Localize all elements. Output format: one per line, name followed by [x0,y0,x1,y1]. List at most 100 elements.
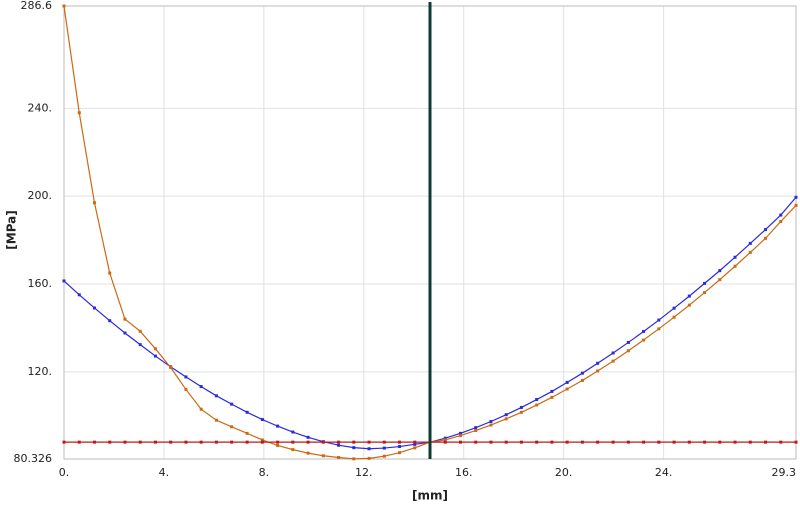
data-point [382,446,386,450]
data-point [657,327,661,331]
data-point [458,440,462,444]
data-point [687,294,691,298]
data-point [626,440,630,444]
y-tick-label: 160. [28,277,53,290]
data-point [458,431,462,435]
data-point [337,443,341,447]
x-tick-label: 4. [159,466,170,479]
x-tick-label: 12. [355,466,373,479]
data-point [764,228,768,232]
data-point [443,440,447,444]
data-point [62,440,66,444]
data-point [718,278,722,282]
y-tick-label: 200. [28,189,53,202]
data-point [108,319,112,323]
data-point [489,423,493,427]
data-point [580,371,584,375]
data-point [535,398,539,402]
x-tick-label: 29.3 [772,466,797,479]
x-tick-label: 20. [555,466,573,479]
data-point [565,387,569,391]
data-point [535,440,539,444]
data-point [519,405,523,409]
data-point [62,279,66,283]
data-point [184,387,188,391]
data-point [184,375,188,379]
data-point [779,219,783,223]
data-point [184,440,188,444]
data-point [352,446,356,450]
data-point [108,271,112,275]
data-point [626,349,630,353]
data-point [92,440,96,444]
data-point [718,269,722,273]
data-point [230,402,234,406]
data-point [260,438,264,442]
data-point [169,440,173,444]
data-point [92,306,96,310]
data-point [764,440,768,444]
data-point [504,413,508,417]
data-point [703,291,707,295]
data-point [596,440,600,444]
data-point [733,264,737,268]
data-point [230,425,234,429]
data-point [565,380,569,384]
data-point [153,440,157,444]
data-point [367,440,371,444]
data-point [443,438,447,442]
data-point [748,241,752,245]
data-point [245,440,249,444]
data-point [77,440,81,444]
data-point [474,429,478,433]
y-tick-label: 286.6 [21,0,53,12]
data-point [733,440,737,444]
data-point [687,440,691,444]
data-point [519,410,523,414]
data-point [291,430,295,434]
data-point [519,440,523,444]
data-point [580,378,584,382]
data-point [398,451,402,455]
data-point [611,359,615,363]
data-point [413,440,417,444]
data-point [199,407,203,411]
y-axis-label: [MPa] [5,210,19,249]
y-tick-label: 80.326 [14,452,53,465]
data-point [276,440,280,444]
y-tick-label: 120. [28,365,53,378]
data-point [458,434,462,438]
data-point [672,315,676,319]
data-point [611,440,615,444]
data-point [367,447,371,451]
data-point [138,343,142,347]
data-point [443,436,447,440]
data-point [535,403,539,407]
x-tick-label: 8. [259,466,270,479]
data-point [642,329,646,333]
x-axis-label: [mm] [412,489,448,503]
data-point [276,424,280,428]
data-point [413,446,417,450]
data-point [550,395,554,399]
data-point [291,440,295,444]
data-point [77,293,81,297]
data-point [352,440,356,444]
data-point [794,440,798,444]
data-point [474,440,478,444]
data-point [672,440,676,444]
data-point [352,457,356,461]
data-point [245,410,249,414]
data-point [199,385,203,389]
data-point [230,440,234,444]
data-point [489,440,493,444]
data-point [123,440,127,444]
data-point [794,203,798,207]
data-point [733,255,737,259]
data-point [337,456,341,460]
data-point [474,426,478,430]
data-point [153,354,157,358]
data-point [703,440,707,444]
data-point [199,440,203,444]
